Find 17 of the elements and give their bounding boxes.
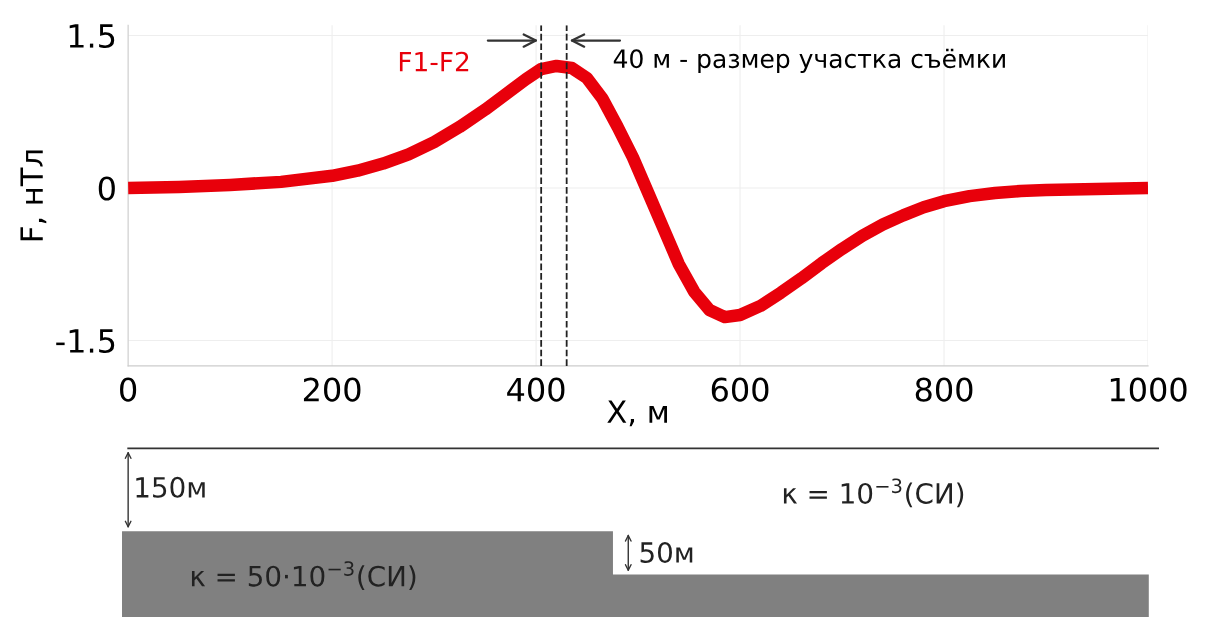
y-tick-label: -1.5	[56, 329, 115, 354]
x-tick-label: 1000	[1110, 377, 1187, 402]
annotation: 40 м - размер участка съёмки	[613, 48, 1005, 73]
text: κ = 10$^{−3}$(СИ)	[783, 478, 964, 508]
y-tick-label: 1.5	[69, 24, 115, 49]
y-axis-title: F, нТл	[20, 150, 47, 241]
x-tick-label: 400	[507, 377, 565, 402]
x-axis-title: X, м	[607, 400, 667, 427]
y-tick-label: 0	[98, 176, 115, 201]
x-tick-label: 200	[303, 377, 361, 402]
x-tick-label: 0	[120, 377, 137, 402]
x-tick-label: 600	[711, 377, 769, 402]
text: 50м	[640, 541, 693, 563]
x-tick-label: 800	[915, 377, 973, 402]
series-label: F1-F2	[399, 51, 469, 72]
text: κ = 50·10$^{−3}$(СИ)	[191, 561, 416, 590]
text: 150м	[136, 476, 205, 498]
